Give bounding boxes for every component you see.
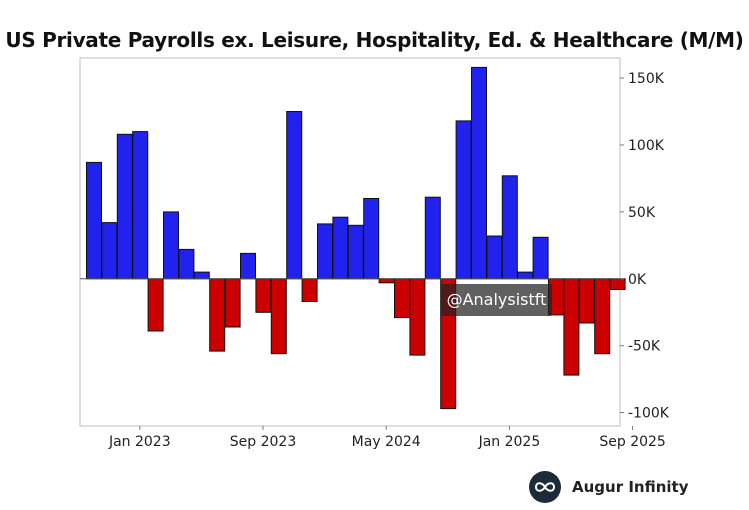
bar-27	[501, 175, 518, 280]
y-tick-label: -50K	[628, 339, 661, 355]
bar-13	[286, 111, 303, 280]
bar-11	[255, 278, 272, 313]
bar-34	[609, 278, 626, 290]
bar-0	[86, 161, 102, 280]
y-tick-label: 50K	[628, 205, 656, 221]
bar-2	[116, 133, 133, 280]
x-tick-label: May 2024	[352, 434, 421, 450]
bar-18	[363, 198, 380, 280]
watermark-label: @Analysistft	[441, 284, 552, 316]
x-tick-label: Jan 2025	[478, 434, 541, 450]
bar-29	[532, 236, 549, 280]
bar-31	[563, 278, 580, 376]
bar-24	[455, 120, 472, 280]
bar-15	[317, 223, 333, 280]
x-tick-label: Sep 2025	[599, 434, 665, 450]
plot-frame	[79, 57, 621, 427]
bar-3	[132, 131, 149, 280]
bar-20	[394, 278, 410, 319]
x-tick-label: Jan 2023	[108, 434, 171, 450]
bar-25	[471, 66, 487, 280]
bar-28	[517, 271, 534, 280]
bar-32	[578, 278, 595, 324]
bar-19	[378, 278, 395, 284]
bar-10	[240, 252, 256, 280]
x-axis: Jan 2023 Sep 2023 May 2024 Jan 2025 Sep 2025	[108, 426, 666, 450]
bar-26	[486, 235, 503, 280]
bar-8	[209, 278, 226, 352]
bars-group	[86, 66, 626, 410]
infinity-icon	[529, 471, 561, 503]
bar-9	[224, 278, 241, 328]
bar-33	[594, 278, 611, 355]
bar-16	[332, 216, 349, 280]
bar-4	[147, 278, 164, 332]
brand-name: Augur Infinity	[572, 478, 689, 496]
bar-6	[178, 248, 195, 280]
bar-1	[101, 222, 118, 280]
chart-title: US Private Payrolls ex. Leisure, Hospita…	[5, 28, 744, 52]
y-tick-label: 0K	[628, 272, 647, 288]
bar-12	[270, 278, 287, 355]
bar-14	[301, 278, 318, 302]
y-axis: 150K 100K 50K 0K -50K -100K	[620, 71, 670, 422]
bar-17	[347, 224, 364, 280]
y-tick-label: 100K	[628, 138, 665, 154]
bar-21	[409, 278, 426, 356]
x-tick-label: Sep 2023	[230, 434, 296, 450]
brand: Augur Infinity	[529, 471, 688, 503]
y-tick-label: -100K	[628, 406, 670, 422]
bar-5	[163, 211, 179, 280]
bar-7	[193, 271, 210, 280]
y-tick-label: 150K	[628, 71, 665, 87]
bar-22	[424, 196, 441, 280]
